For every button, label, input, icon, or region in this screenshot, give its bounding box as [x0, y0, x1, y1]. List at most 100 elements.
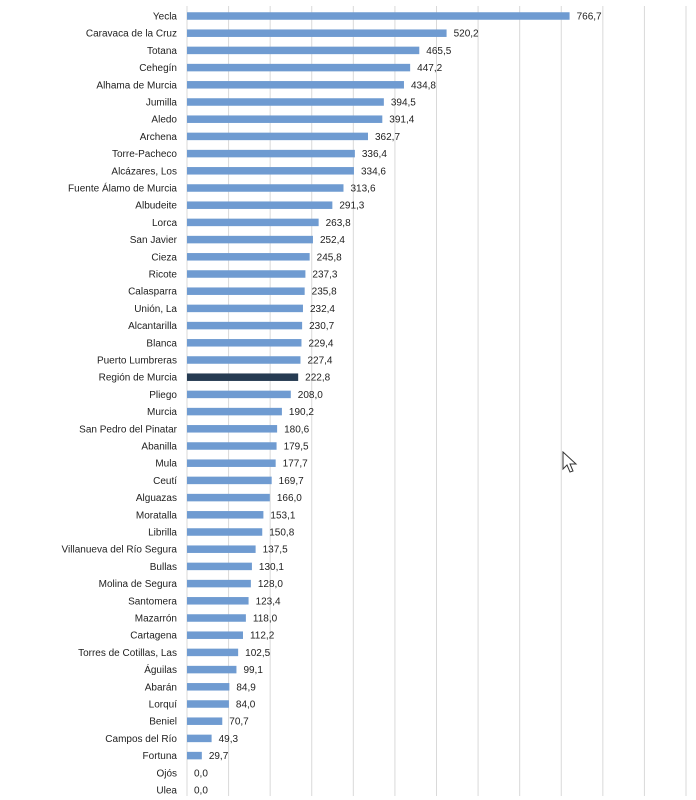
value-label: 232,4: [310, 304, 335, 315]
value-label: 130,1: [259, 562, 284, 573]
category-label: Ceutí: [153, 476, 177, 487]
bar: [187, 270, 306, 278]
category-label: Cartagena: [130, 631, 177, 642]
category-label: Caravaca de la Cruz: [86, 29, 177, 40]
bar: [187, 218, 319, 227]
value-label: 153,1: [270, 510, 295, 521]
category-label: Mula: [155, 459, 177, 470]
bars: [187, 12, 570, 760]
category-label: Ojós: [156, 768, 177, 779]
bar: [187, 717, 223, 725]
value-label: 230,7: [309, 321, 334, 332]
bar: [187, 235, 313, 244]
category-label: Torre-Pacheco: [112, 149, 177, 160]
category-label: Bullas: [150, 562, 177, 573]
category-label: Alcázares, Los: [111, 166, 177, 177]
bar: [187, 648, 239, 657]
value-label: 362,7: [375, 132, 400, 143]
category-label: Unión, La: [134, 304, 177, 315]
category-label: Librilla: [148, 528, 177, 539]
value-label: 84,9: [236, 682, 256, 693]
value-label: 150,8: [269, 528, 294, 539]
category-label: Torres de Cotillas, Las: [78, 648, 177, 659]
category-label: Aledo: [151, 115, 177, 126]
category-label: Calasparra: [128, 287, 177, 298]
bar: [187, 63, 411, 72]
category-label: Cieza: [151, 252, 177, 263]
category-label: Campos del Río: [105, 734, 177, 745]
value-label: 137,5: [263, 545, 288, 556]
category-label: San Javier: [130, 235, 178, 246]
bar: [187, 665, 237, 674]
value-label: 334,6: [361, 166, 386, 177]
value-label: 434,8: [411, 80, 436, 91]
bar: [187, 132, 368, 141]
category-label: Alhama de Murcia: [96, 80, 177, 91]
value-label: 49,3: [219, 734, 239, 745]
bar: [187, 493, 270, 502]
category-label: Totana: [147, 46, 177, 57]
bar: [187, 253, 310, 261]
value-label: 391,4: [389, 115, 414, 126]
category-label: Fortuna: [143, 751, 178, 762]
category-label: Lorca: [152, 218, 177, 229]
value-label: 252,4: [320, 235, 345, 246]
value-label: 520,2: [454, 29, 479, 40]
value-label: 263,8: [326, 218, 351, 229]
category-label: Villanueva del Río Segura: [62, 545, 178, 556]
bar: [187, 700, 229, 708]
value-label: 766,7: [577, 12, 602, 23]
category-label: Santomera: [128, 596, 177, 607]
value-label: 102,5: [245, 648, 270, 659]
arrow-pointer-icon: [562, 451, 578, 473]
bar: [187, 614, 246, 622]
value-label: 465,5: [426, 46, 451, 57]
category-label: Murcia: [147, 407, 177, 418]
value-label: 118,0: [253, 614, 278, 625]
bar: [187, 167, 354, 175]
category-label: Jumilla: [146, 98, 178, 109]
bar: [187, 459, 276, 467]
bar: [187, 321, 303, 330]
gridlines: [186, 6, 687, 796]
bar: [187, 287, 305, 295]
bar: [187, 511, 264, 519]
bar: [187, 98, 384, 106]
category-label: Alcantarilla: [128, 321, 177, 332]
bar: [187, 545, 256, 553]
bar: [187, 407, 282, 416]
category-label: Blanca: [146, 338, 177, 349]
bar: [187, 115, 383, 123]
category-label: Archena: [140, 132, 178, 143]
value-label: 229,4: [308, 338, 333, 349]
value-label: 237,3: [312, 270, 337, 281]
category-label: Albudeite: [135, 201, 177, 212]
category-label: Beniel: [149, 717, 177, 728]
value-label: 128,0: [258, 579, 283, 590]
value-label: 123,4: [256, 596, 281, 607]
category-label: Ulea: [156, 786, 177, 797]
category-label: Cehegín: [139, 63, 177, 74]
value-label: 245,8: [317, 252, 342, 263]
bar: [187, 29, 447, 37]
bar: [187, 734, 212, 743]
bar: [187, 356, 301, 364]
value-label: 291,3: [339, 201, 364, 212]
value-label: 394,5: [391, 98, 416, 109]
bar: [187, 442, 277, 450]
value-label: 177,7: [283, 459, 308, 470]
value-label: 222,8: [305, 373, 330, 384]
bar: [187, 683, 230, 691]
category-labels: Yecla Caravaca de la Cruz Totana Cehegín Alh…: [62, 12, 178, 797]
bar: [187, 476, 272, 485]
value-label: 208,0: [298, 390, 323, 401]
value-label: 112,2: [250, 631, 275, 642]
value-label: 70,7: [229, 717, 249, 728]
category-label: Mazarrón: [135, 614, 177, 625]
category-label: Puerto Lumbreras: [97, 356, 177, 367]
category-label: Pliego: [149, 390, 177, 401]
category-label: Abarán: [145, 682, 177, 693]
bar: [187, 304, 303, 313]
